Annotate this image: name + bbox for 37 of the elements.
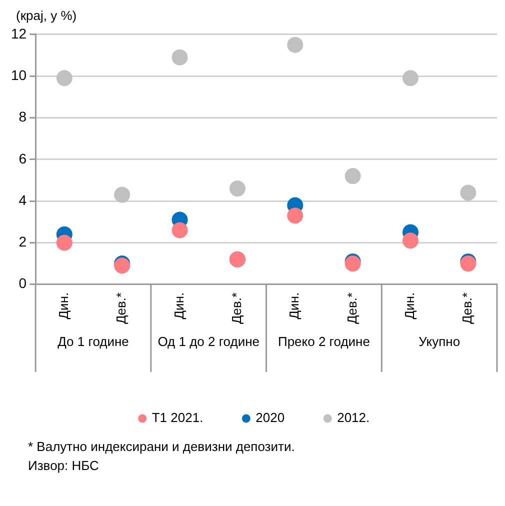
text: До 1 године: [58, 334, 129, 350]
point: [229, 180, 246, 197]
point: [172, 222, 188, 238]
x-tick-label: Дин.: [402, 292, 418, 320]
legend-label: Т1 2021.: [152, 410, 204, 426]
y-tick-label: 6: [18, 150, 27, 166]
point: [56, 70, 72, 86]
y-tick-label: 2: [18, 234, 27, 250]
chart-subtitle: (крај, у %): [16, 8, 78, 23]
x-tick-label: Дев.*: [114, 292, 129, 324]
point: [460, 184, 476, 201]
point: [56, 234, 72, 251]
point: [172, 49, 188, 66]
point: [344, 168, 361, 184]
point: [287, 36, 304, 53]
y-tick-label: 10: [10, 66, 27, 83]
text: Укупно: [418, 334, 460, 350]
text: * Валутно индексирани и девизни депозити.: [28, 439, 296, 454]
text: Преко 2 године: [278, 334, 370, 350]
text: Извор: НБС: [28, 458, 100, 473]
y-tick-label: 0: [18, 275, 27, 292]
x-tick-label: Дин.: [171, 292, 186, 320]
point: [402, 232, 418, 249]
x-tick-label: Дев.*: [229, 292, 244, 324]
y-tick-label: 12: [10, 25, 27, 42]
x-tick-label: Дин.: [286, 292, 302, 320]
legend-label: 2012.: [337, 410, 370, 426]
y-tick-label: 4: [18, 192, 27, 208]
y-tick-label: 8: [18, 108, 27, 125]
point: [402, 70, 418, 86]
text: Од 1 до 2 године: [158, 334, 260, 350]
legend-label: 2020: [256, 410, 285, 426]
x-tick-label: Дин.: [56, 292, 71, 320]
point: [114, 186, 130, 203]
point: [287, 208, 304, 224]
x-tick-label: Дев.*: [344, 292, 360, 324]
x-tick-label: Дев.*: [460, 292, 475, 324]
